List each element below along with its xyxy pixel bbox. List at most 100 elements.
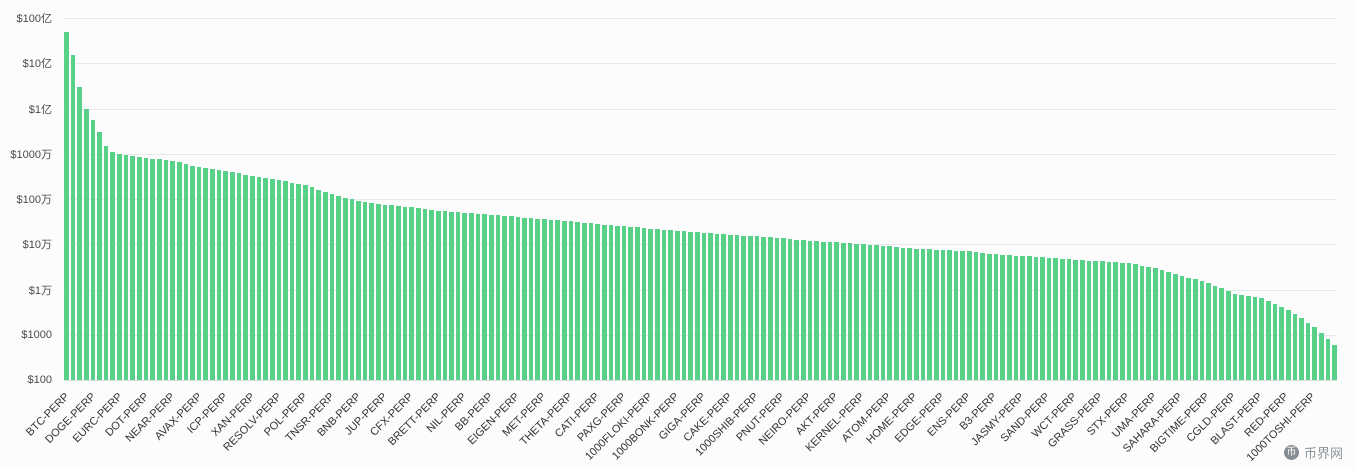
bar-144[interactable] bbox=[1020, 256, 1025, 380]
bar-182[interactable] bbox=[1272, 304, 1278, 380]
bar-133[interactable] bbox=[947, 250, 952, 380]
bar-37[interactable] bbox=[309, 187, 315, 380]
bar-47[interactable] bbox=[376, 203, 381, 380]
bar-158[interactable] bbox=[1113, 262, 1118, 380]
bar-121[interactable] bbox=[867, 244, 873, 380]
bar-151[interactable] bbox=[1066, 259, 1072, 380]
bar-103[interactable] bbox=[747, 236, 753, 380]
bar-60[interactable] bbox=[462, 212, 468, 380]
bar-186[interactable] bbox=[1299, 318, 1304, 380]
bar-79[interactable] bbox=[588, 223, 594, 380]
bar-112[interactable] bbox=[807, 240, 813, 380]
bar-172[interactable] bbox=[1206, 282, 1211, 380]
bar-148[interactable] bbox=[1046, 257, 1052, 380]
bar-104[interactable] bbox=[754, 236, 760, 380]
bar-130[interactable] bbox=[927, 249, 932, 380]
bar-24[interactable] bbox=[223, 170, 229, 380]
bar-23[interactable] bbox=[216, 169, 222, 380]
bar-147[interactable] bbox=[1040, 257, 1045, 380]
bar-80[interactable] bbox=[595, 224, 600, 380]
bar-63[interactable] bbox=[482, 214, 487, 380]
bar-59[interactable] bbox=[455, 212, 461, 380]
bar-119[interactable] bbox=[854, 243, 859, 380]
bar-110[interactable] bbox=[794, 239, 800, 380]
bar-180[interactable] bbox=[1259, 297, 1264, 380]
bar-170[interactable] bbox=[1192, 279, 1198, 380]
bar-156[interactable] bbox=[1099, 261, 1105, 380]
bar-8[interactable] bbox=[117, 153, 122, 380]
bar-95[interactable] bbox=[694, 232, 700, 380]
bar-51[interactable] bbox=[402, 206, 408, 380]
bar-176[interactable] bbox=[1232, 293, 1238, 380]
bar-171[interactable] bbox=[1199, 281, 1205, 380]
bar-84[interactable] bbox=[621, 226, 627, 380]
bar-48[interactable] bbox=[382, 204, 388, 380]
bar-120[interactable] bbox=[860, 244, 866, 380]
bar-115[interactable] bbox=[827, 242, 833, 380]
bar-27[interactable] bbox=[243, 174, 248, 380]
bar-167[interactable] bbox=[1172, 273, 1178, 380]
bar-22[interactable] bbox=[210, 169, 215, 380]
bar-181[interactable] bbox=[1265, 301, 1271, 380]
bar-157[interactable] bbox=[1106, 261, 1112, 380]
bar-88[interactable] bbox=[648, 228, 654, 380]
bar-32[interactable] bbox=[276, 180, 282, 380]
bar-62[interactable] bbox=[475, 213, 481, 380]
bar-87[interactable] bbox=[641, 228, 647, 380]
bar-131[interactable] bbox=[933, 249, 939, 380]
bar-132[interactable] bbox=[940, 249, 946, 380]
bar-107[interactable] bbox=[774, 237, 780, 380]
bar-191[interactable] bbox=[1332, 344, 1337, 380]
bar-1[interactable] bbox=[70, 55, 76, 380]
bar-100[interactable] bbox=[728, 235, 733, 380]
bar-18[interactable] bbox=[183, 164, 189, 380]
bar-90[interactable] bbox=[661, 229, 667, 380]
bar-43[interactable] bbox=[349, 199, 355, 380]
bar-166[interactable] bbox=[1166, 271, 1171, 380]
bar-122[interactable] bbox=[874, 245, 879, 380]
bar-69[interactable] bbox=[522, 217, 527, 380]
bar-13[interactable] bbox=[150, 158, 155, 380]
bar-175[interactable] bbox=[1226, 291, 1231, 380]
bar-150[interactable] bbox=[1060, 258, 1065, 380]
bar-72[interactable] bbox=[542, 219, 547, 380]
bar-137[interactable] bbox=[973, 252, 979, 380]
bar-163[interactable] bbox=[1146, 266, 1152, 380]
bar-127[interactable] bbox=[907, 248, 912, 380]
bar-169[interactable] bbox=[1186, 277, 1191, 380]
bar-189[interactable] bbox=[1319, 332, 1324, 380]
bar-12[interactable] bbox=[143, 158, 149, 380]
bar-114[interactable] bbox=[821, 241, 826, 380]
bar-31[interactable] bbox=[269, 179, 275, 380]
bar-91[interactable] bbox=[668, 230, 673, 380]
bar-49[interactable] bbox=[389, 205, 395, 380]
bar-97[interactable] bbox=[708, 233, 713, 380]
bar-86[interactable] bbox=[635, 227, 640, 380]
bar-0[interactable] bbox=[64, 31, 69, 380]
bar-185[interactable] bbox=[1292, 314, 1298, 380]
bar-111[interactable] bbox=[801, 240, 806, 380]
bar-125[interactable] bbox=[894, 246, 899, 380]
bar-25[interactable] bbox=[230, 172, 235, 380]
bar-64[interactable] bbox=[489, 214, 494, 380]
bar-46[interactable] bbox=[369, 202, 375, 380]
bar-6[interactable] bbox=[103, 145, 109, 380]
bar-16[interactable] bbox=[170, 160, 175, 380]
bar-190[interactable] bbox=[1325, 338, 1331, 380]
bar-102[interactable] bbox=[741, 235, 746, 380]
bar-154[interactable] bbox=[1086, 260, 1092, 380]
bar-83[interactable] bbox=[615, 225, 620, 380]
bar-85[interactable] bbox=[628, 226, 634, 380]
bar-165[interactable] bbox=[1159, 269, 1165, 380]
bar-128[interactable] bbox=[914, 248, 919, 380]
bar-52[interactable] bbox=[409, 207, 414, 380]
bar-145[interactable] bbox=[1026, 256, 1032, 380]
bar-99[interactable] bbox=[721, 234, 727, 380]
bar-153[interactable] bbox=[1080, 260, 1085, 380]
bar-89[interactable] bbox=[655, 229, 660, 380]
bar-26[interactable] bbox=[236, 173, 242, 380]
bar-106[interactable] bbox=[767, 237, 773, 380]
bar-20[interactable] bbox=[196, 167, 202, 380]
bar-146[interactable] bbox=[1033, 256, 1039, 380]
bar-33[interactable] bbox=[283, 181, 288, 380]
